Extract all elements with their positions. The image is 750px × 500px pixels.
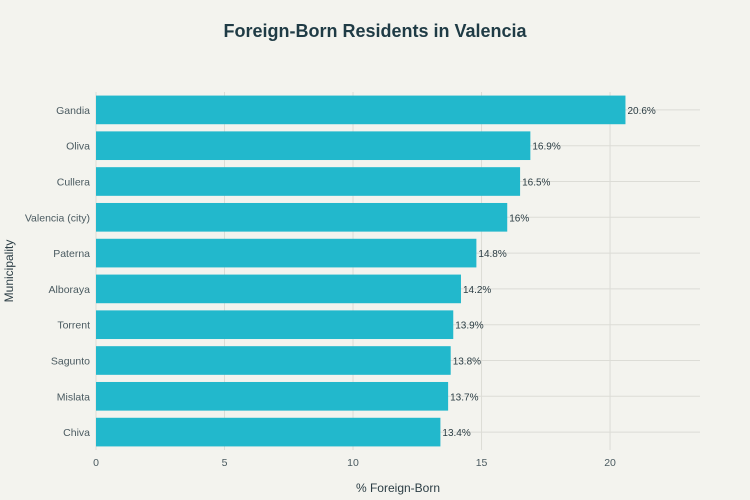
- y-tick-label: Chiva: [63, 427, 90, 439]
- y-tick-label: Paterna: [53, 248, 90, 260]
- x-tick-label: 10: [347, 457, 359, 469]
- data-label: 14.2%: [463, 285, 491, 296]
- bar: [96, 238, 477, 268]
- x-axis-label: % Foreign-Born: [356, 481, 440, 495]
- bar: [96, 274, 461, 304]
- data-label: 20.6%: [627, 106, 655, 117]
- data-label: 13.9%: [455, 321, 483, 332]
- y-tick-label: Oliva: [66, 141, 90, 153]
- y-tick-label: Mislata: [57, 391, 90, 403]
- bar: [96, 346, 451, 375]
- bar: [96, 131, 531, 161]
- bar: [96, 202, 508, 232]
- chart-title: Foreign-Born Residents in Valencia: [223, 21, 527, 41]
- y-tick-labels: Gandia Oliva Cullera Valencia (city) Paterna…: [25, 105, 90, 439]
- data-labels: 20.6% 16.9% 16.5% 16% 14.8% 14.2% 13.9% 13.8% 13…: [442, 106, 656, 439]
- data-label: 14.8%: [478, 249, 506, 260]
- x-tick-label: 15: [476, 457, 488, 469]
- data-label: 13.8%: [453, 357, 481, 368]
- data-label: 16%: [509, 213, 529, 224]
- bar: [96, 310, 454, 340]
- y-tick-label: Gandia: [56, 105, 90, 117]
- y-axis-label: Municipality: [2, 240, 16, 303]
- x-tick-label: 5: [222, 457, 228, 469]
- bar: [96, 381, 449, 411]
- data-label: 16.9%: [532, 142, 560, 153]
- data-label: 13.4%: [442, 428, 470, 439]
- y-tick-label: Valencia (city): [25, 212, 90, 224]
- y-tick-label: Torrent: [57, 320, 90, 332]
- x-tick-labels: 0 5 10 15 20: [93, 457, 616, 469]
- bar: [96, 167, 521, 196]
- data-label: 16.5%: [522, 178, 550, 189]
- y-tick-label: Sagunto: [51, 356, 90, 368]
- data-label: 13.7%: [450, 392, 478, 403]
- y-tick-label: Cullera: [57, 177, 90, 189]
- bar: [96, 95, 626, 125]
- x-tick-label: 0: [93, 457, 99, 469]
- y-tick-label: Alboraya: [49, 284, 91, 296]
- x-tick-label: 20: [604, 457, 616, 469]
- bars: [96, 95, 626, 447]
- bar: [96, 417, 441, 447]
